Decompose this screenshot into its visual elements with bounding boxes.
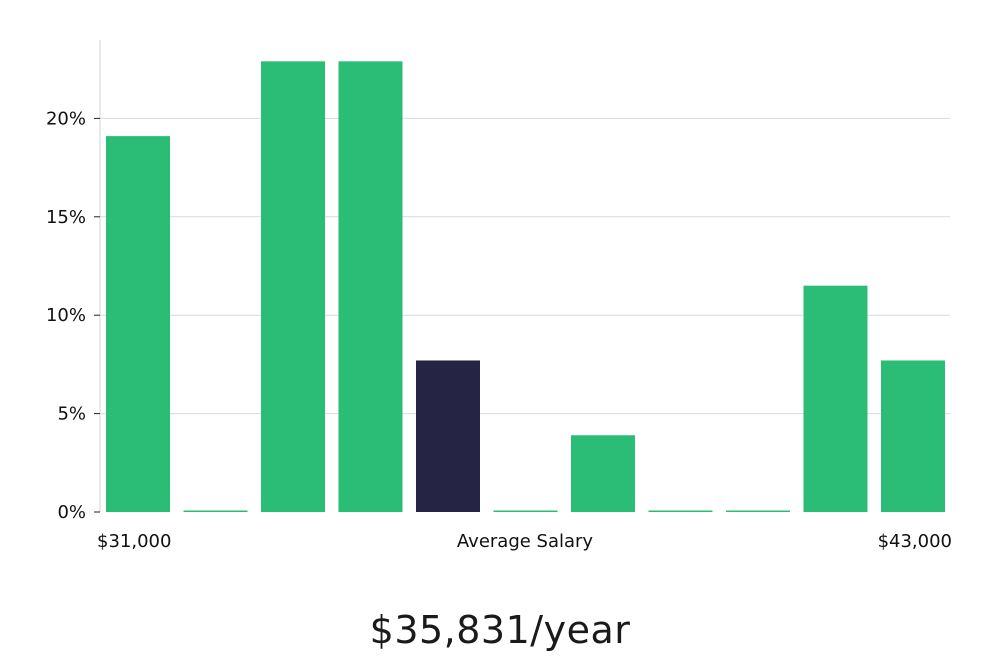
average-salary-value: $35,831/year bbox=[369, 608, 631, 652]
x-left-label: $31,000 bbox=[97, 531, 171, 552]
bars bbox=[106, 61, 945, 512]
y-tick-label: 10% bbox=[46, 305, 86, 326]
bar bbox=[338, 61, 403, 512]
y-tick-label: 15% bbox=[46, 207, 86, 228]
salary-histogram: 0% 5% 10% 15% 20% $31,000 Average Salary $43… bbox=[46, 40, 952, 552]
y-tick-label: 20% bbox=[46, 108, 86, 129]
bar bbox=[493, 510, 558, 512]
bar bbox=[106, 136, 170, 512]
bar bbox=[261, 61, 325, 512]
bar-highlighted bbox=[416, 360, 480, 512]
y-tick-label: 0% bbox=[57, 502, 86, 523]
bar bbox=[648, 510, 713, 512]
x-axis-label: Average Salary bbox=[457, 531, 594, 552]
bar bbox=[881, 360, 945, 512]
y-tick-labels: 0% 5% 10% 15% 20% bbox=[46, 108, 100, 523]
bar bbox=[726, 510, 790, 512]
y-tick-label: 5% bbox=[57, 404, 86, 425]
x-right-label: $43,000 bbox=[878, 531, 952, 552]
bar bbox=[183, 510, 248, 512]
bar bbox=[803, 285, 868, 512]
bar bbox=[571, 435, 635, 512]
